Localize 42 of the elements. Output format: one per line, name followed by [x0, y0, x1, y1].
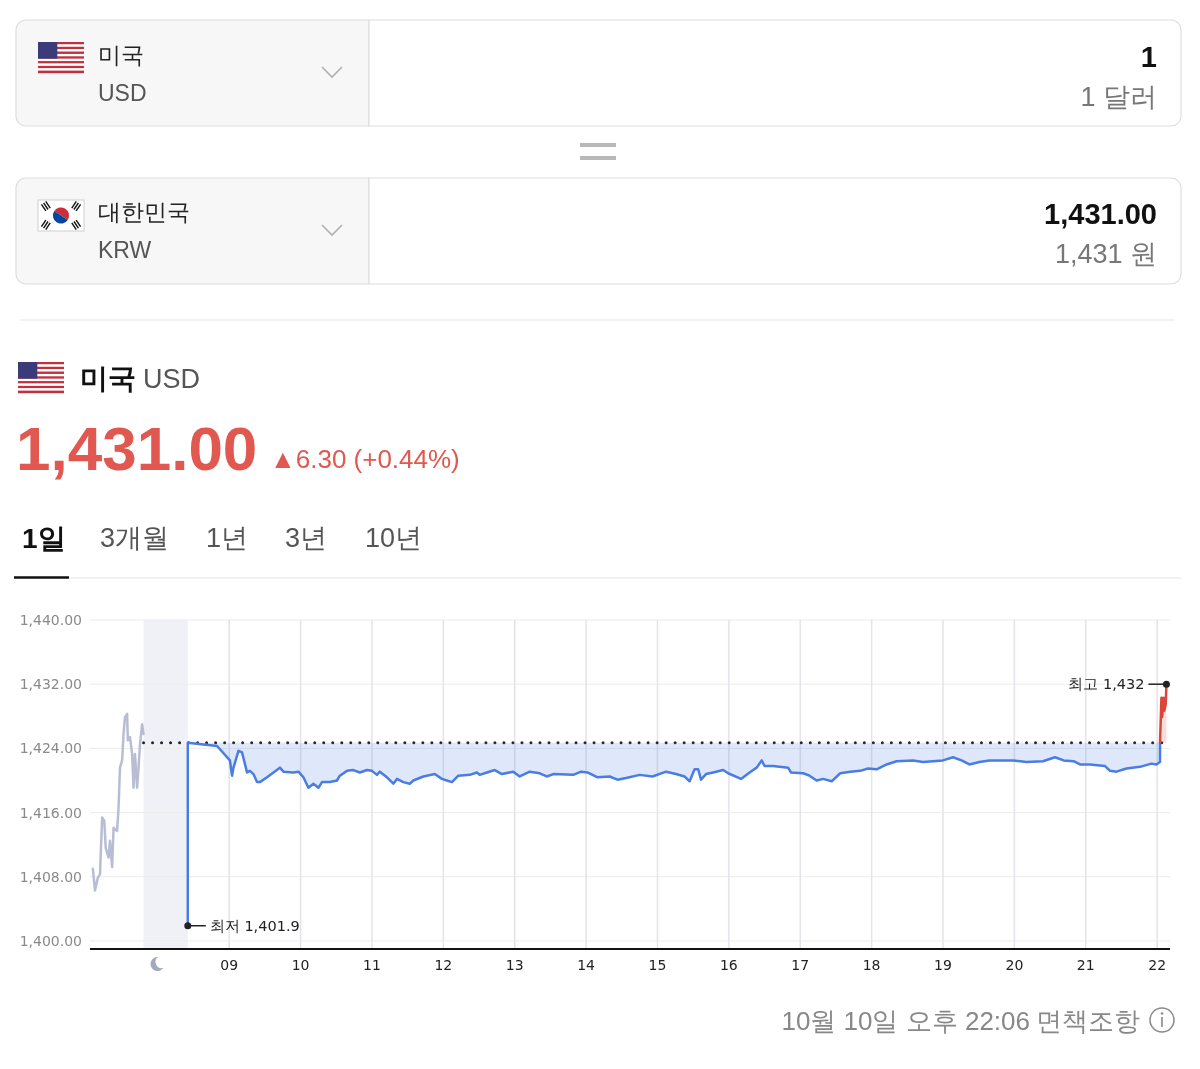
- x-tick-label: 18: [862, 957, 881, 973]
- text: 1: [1140, 41, 1157, 73]
- x-tick-label: 09: [220, 957, 239, 973]
- x-tick-label: 21: [1076, 957, 1095, 973]
- y-tick-label: 1,408.00: [19, 868, 82, 885]
- text: KRW: [98, 237, 152, 263]
- text: 1 달러: [1080, 82, 1157, 112]
- x-tick-label: 19: [934, 957, 952, 973]
- y-tick-label: 1,440.00: [19, 612, 82, 628]
- x-tick-label: 14: [577, 957, 596, 973]
- text: USD: [98, 80, 147, 106]
- x-tick-label: 11: [363, 957, 381, 973]
- x-tick-label: 17: [791, 957, 810, 973]
- text: 1,431 원: [1054, 239, 1157, 269]
- text: 대한민국: [98, 199, 190, 225]
- y-tick-label: 1,424.00: [19, 740, 82, 757]
- x-tick-label: 22: [1148, 957, 1167, 973]
- annotation: 최저 1,401.9: [209, 917, 300, 934]
- x-tick-label: 16: [719, 957, 738, 973]
- x-tick-label: 12: [434, 957, 453, 973]
- line-series: [91, 712, 145, 892]
- x-tick-label: 20: [1005, 957, 1024, 973]
- text: 1년: [206, 523, 249, 553]
- text: 면책조항: [1036, 1006, 1140, 1036]
- text: 10월 10일 오후 22:06: [781, 1006, 1030, 1036]
- text: 1,431.00: [1044, 198, 1157, 230]
- text: 1,431.00: [16, 413, 258, 483]
- text: 1일: [22, 522, 66, 554]
- y-tick-label: 1,416.00: [19, 804, 82, 821]
- text: ▲6.30 (+0.44%): [270, 444, 460, 474]
- chart-title: 미국: [80, 362, 136, 394]
- text: 10년: [365, 523, 423, 553]
- text: 3년: [285, 523, 328, 553]
- annotation: 최고 1,432: [1068, 676, 1145, 693]
- x-tick-label: 15: [648, 957, 667, 973]
- x-tick-label: 13: [505, 957, 524, 973]
- text: 미국: [98, 42, 144, 68]
- text: 3개월: [100, 523, 170, 553]
- y-tick-label: 1,400.00: [19, 932, 82, 949]
- chart-subtitle: USD: [143, 364, 201, 394]
- y-tick-label: 1,432.00: [19, 676, 82, 693]
- x-tick-label: 10: [291, 957, 310, 973]
